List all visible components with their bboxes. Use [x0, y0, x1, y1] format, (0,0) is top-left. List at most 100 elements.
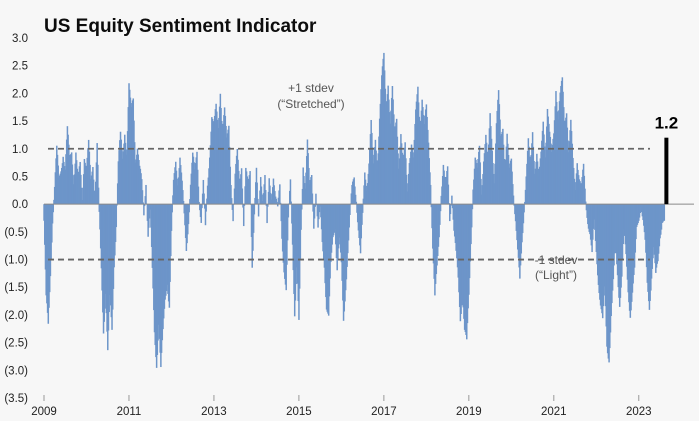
x-tick-label: 2021 — [541, 406, 567, 418]
x-tick-label: 2017 — [371, 406, 397, 418]
y-tick-label: 1.5 — [12, 116, 28, 128]
sentiment-bar — [171, 204, 173, 213]
sentiment-bar — [449, 204, 452, 215]
sentiment-bar — [201, 204, 203, 209]
sentiment-bar — [51, 204, 54, 224]
chart-title: US Equity Sentiment Indicator — [44, 16, 317, 37]
sentiment-bar — [471, 204, 474, 210]
sentiment-bar — [197, 186, 200, 205]
y-tick-label: (3.5) — [4, 393, 28, 405]
sentiment-bar — [279, 202, 282, 205]
sentiment-bar — [276, 204, 279, 207]
sentiment-bar — [448, 203, 450, 205]
sentiment-bar — [584, 188, 586, 205]
sentiment-bar — [249, 171, 251, 205]
sentiment-bar — [299, 204, 302, 259]
sentiment-bar — [310, 175, 313, 205]
sentiment-bar — [142, 202, 144, 205]
latest-value-bar — [664, 137, 669, 205]
sentiment-bar — [116, 204, 118, 206]
y-tick-label: (3.0) — [4, 365, 28, 377]
sentiment-bar — [200, 204, 202, 223]
sentiment-bar — [264, 190, 267, 205]
sentiment-bar — [264, 175, 266, 205]
latest-value: 1.2 — [655, 114, 679, 205]
sentiment-bar — [311, 193, 314, 205]
sentiment-bar — [361, 204, 363, 225]
y-tick-label: (2.5) — [4, 338, 28, 350]
sentiment-bar — [52, 204, 55, 213]
sentiment-bar — [97, 164, 99, 205]
sentiment-bar — [279, 184, 281, 205]
x-tick-label: 2013 — [201, 406, 227, 418]
sentiment-bar — [522, 204, 525, 224]
sentiment-bar — [188, 204, 190, 213]
sentiment-bar — [97, 187, 100, 205]
y-tick-label: (0.5) — [4, 227, 28, 239]
sentiment-bar — [315, 193, 317, 205]
sentiment-bar — [230, 198, 233, 205]
sentiment-bar — [523, 204, 525, 213]
sentiment-bar — [252, 204, 255, 233]
sentiment-bar — [202, 179, 205, 205]
sentiment-bar — [301, 204, 303, 210]
sentiment-bar — [170, 204, 173, 231]
y-tick-label: (1.0) — [4, 255, 28, 267]
y-tick-label: 1.0 — [12, 144, 28, 156]
sentiment-bar — [512, 184, 514, 205]
sentiment-bar — [240, 168, 243, 205]
sentiment-bar — [663, 204, 666, 221]
sentiment-bar — [450, 204, 452, 206]
sentiment-bar — [314, 204, 316, 207]
reference-lines — [48, 147, 650, 261]
sentiment-bar — [447, 184, 450, 205]
sentiment-bar — [145, 184, 147, 205]
reference-label-line2: (“Stretched”) — [277, 97, 344, 111]
sentiment-bar — [242, 204, 245, 227]
sentiment-bar — [241, 188, 244, 205]
sentiment-bar — [354, 194, 357, 205]
sentiment-bar — [429, 184, 432, 205]
sentiment-bar — [182, 190, 184, 205]
sentiment-bar — [143, 204, 146, 207]
sentiment-bar — [182, 200, 185, 205]
sentiment-bar — [204, 204, 207, 226]
sentiment-bar — [512, 195, 515, 205]
x-tick-label: 2011 — [117, 406, 142, 418]
sentiment-bar — [148, 204, 151, 219]
sentiment-bar — [349, 204, 351, 215]
sentiment-bar — [361, 204, 364, 213]
sentiment-bar — [230, 185, 232, 205]
x-tick-label: 2023 — [626, 406, 652, 418]
x-tick-label: 2019 — [456, 406, 482, 418]
sentiment-bar — [257, 198, 259, 205]
sentiment-bar — [205, 204, 207, 212]
sentiment-bar — [269, 192, 272, 205]
x-axis-ticks: 2009 2011 2013 2015 2017 2019 2021 2023 — [31, 395, 652, 418]
sentiment-bar — [289, 179, 292, 205]
sentiment-bar — [256, 182, 258, 205]
sentiment-bar — [470, 204, 473, 228]
sentiment-bar — [141, 190, 144, 205]
y-tick-label: 2.5 — [12, 61, 28, 73]
sentiment-bar — [253, 204, 256, 215]
sentiment-bar — [276, 201, 278, 205]
y-tick-label: 0.0 — [12, 199, 28, 211]
sentiment-bar — [439, 204, 441, 225]
sentiment-bar — [300, 204, 302, 230]
reference-label-line2: (“Light”) — [535, 268, 577, 282]
sentiment-bar — [355, 201, 358, 205]
x-tick-label: 2009 — [31, 406, 57, 418]
reference-labels: +1 stdev (“Stretched”) -1 stdev(“Light”) — [277, 81, 577, 282]
latest-value-label: 1.2 — [655, 114, 679, 133]
sentiment-bar — [243, 204, 246, 206]
sentiment-bar — [267, 204, 269, 207]
sentiment-bar — [286, 204, 289, 241]
sentiment-bar — [266, 204, 268, 224]
reference-label-line1: +1 stdev — [288, 81, 334, 95]
sentiment-bar — [198, 201, 200, 205]
reference-label-line1: -1 stdev — [535, 253, 578, 267]
sentiment-bar — [93, 190, 96, 205]
sentiment-bar — [348, 204, 350, 228]
